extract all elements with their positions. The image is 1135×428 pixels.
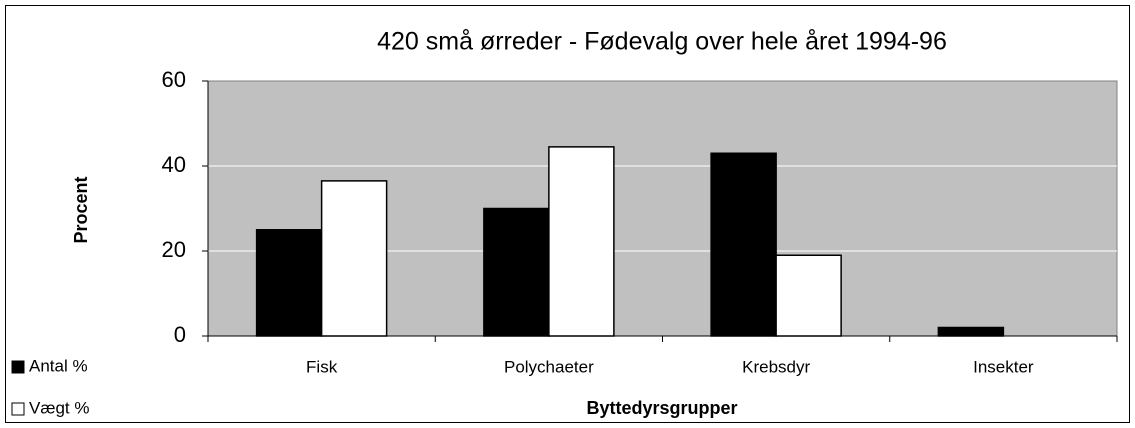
y-tick-label: 40 — [162, 152, 186, 177]
chart-title: 420 små ørreder - Fødevalg over hele åre… — [377, 28, 947, 56]
bar — [775, 254, 842, 337]
bar — [483, 207, 550, 337]
y-tick-label: 20 — [162, 237, 186, 262]
bar — [548, 146, 615, 337]
bar — [937, 326, 1005, 337]
legend-label: Antal % — [29, 356, 88, 375]
legend-swatch — [11, 402, 25, 416]
x-axis-label: Byttedyrsgrupper — [586, 398, 737, 418]
x-tick-label: Polychaeter — [504, 357, 594, 376]
bar — [255, 229, 323, 337]
x-tick-label: Fisk — [306, 357, 338, 376]
y-tick-label: 60 — [162, 67, 186, 92]
x-tick-label: Krebsdyr — [742, 357, 810, 376]
legend-label: Vægt % — [29, 398, 89, 417]
bar — [710, 152, 777, 337]
x-tick-label: Insekter — [973, 357, 1034, 376]
y-axis-label: Procent — [71, 176, 91, 243]
legend-swatch — [11, 360, 25, 374]
y-tick-label: 0 — [174, 322, 186, 347]
bar — [320, 180, 388, 337]
